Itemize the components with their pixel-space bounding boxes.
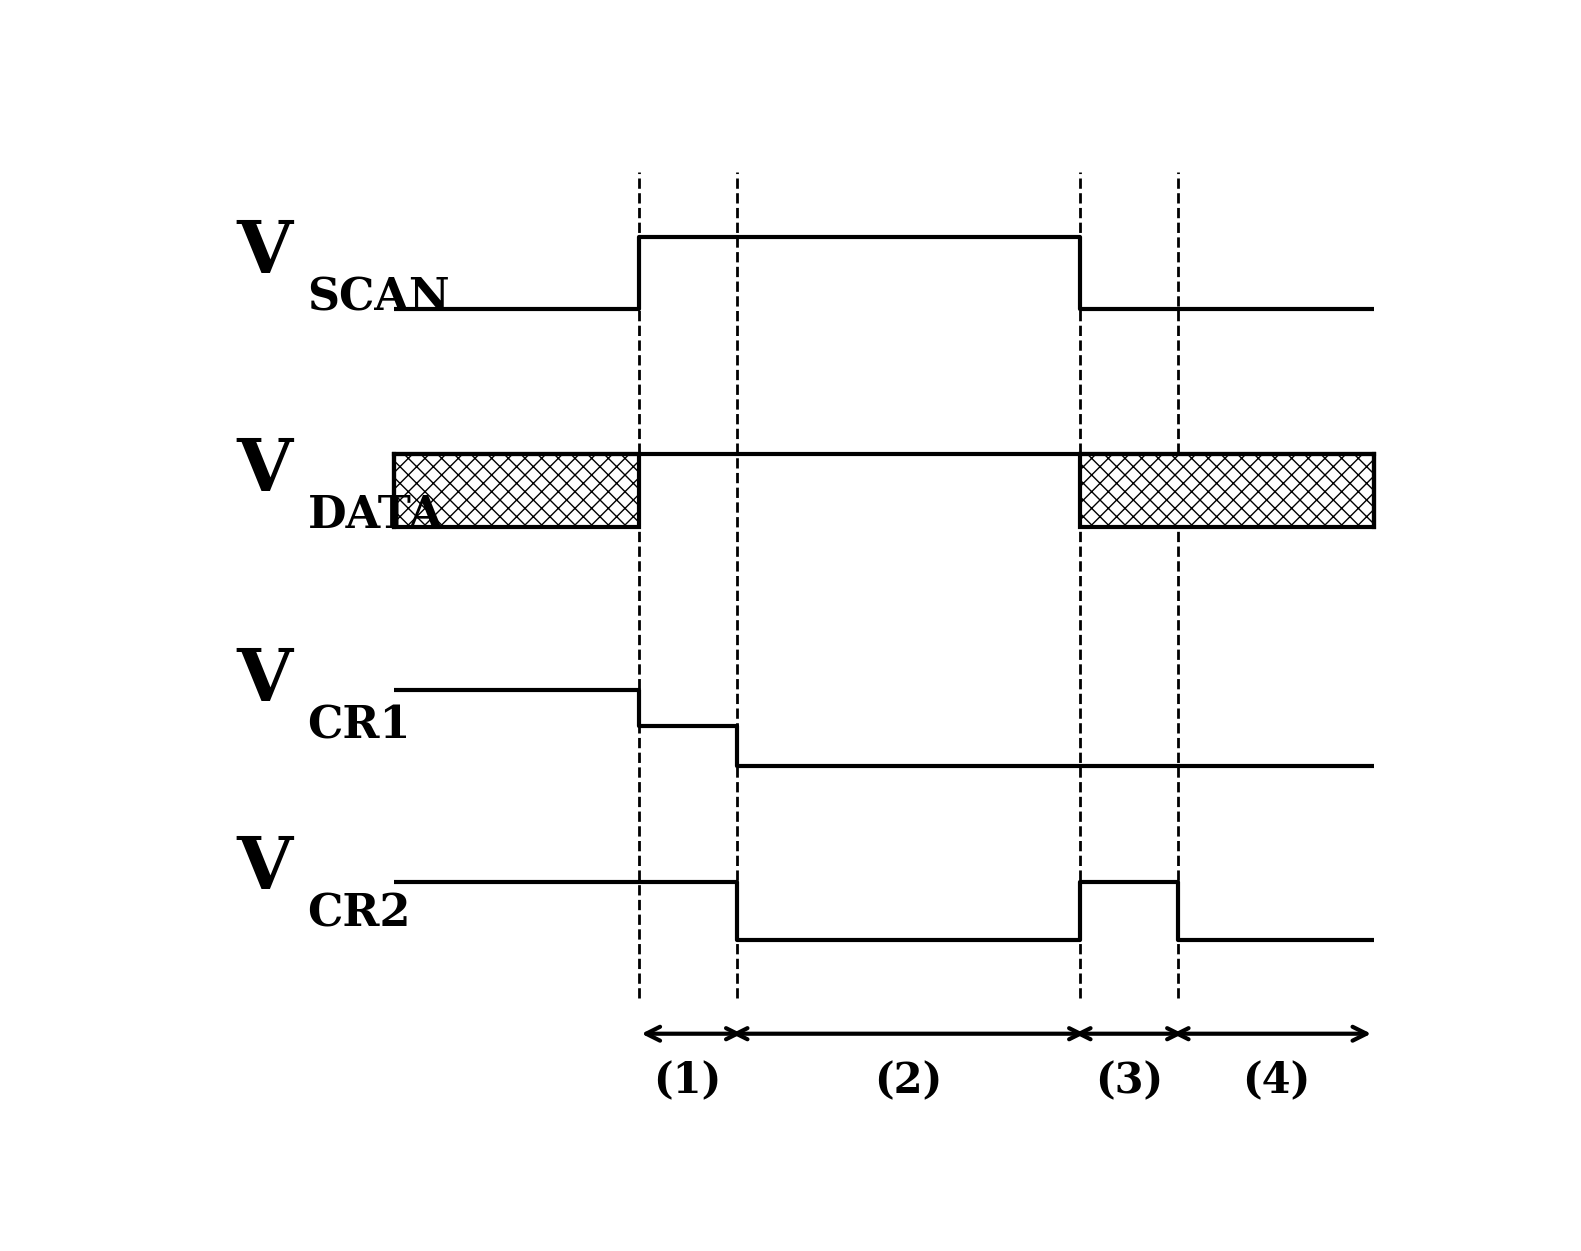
Text: (2): (2): [874, 1060, 942, 1102]
Text: DATA: DATA: [307, 494, 443, 537]
Text: SCAN: SCAN: [307, 276, 451, 320]
Bar: [1080, 454, 1374, 527]
Text: V: V: [237, 434, 292, 505]
Bar: [394, 454, 639, 527]
Text: V: V: [237, 644, 292, 716]
Text: CR2: CR2: [307, 892, 411, 936]
Text: V: V: [237, 218, 292, 288]
Text: CR1: CR1: [307, 704, 411, 747]
Text: (1): (1): [653, 1060, 723, 1102]
Text: (3): (3): [1094, 1060, 1164, 1102]
Text: V: V: [237, 833, 292, 904]
Text: (4): (4): [1241, 1060, 1311, 1102]
